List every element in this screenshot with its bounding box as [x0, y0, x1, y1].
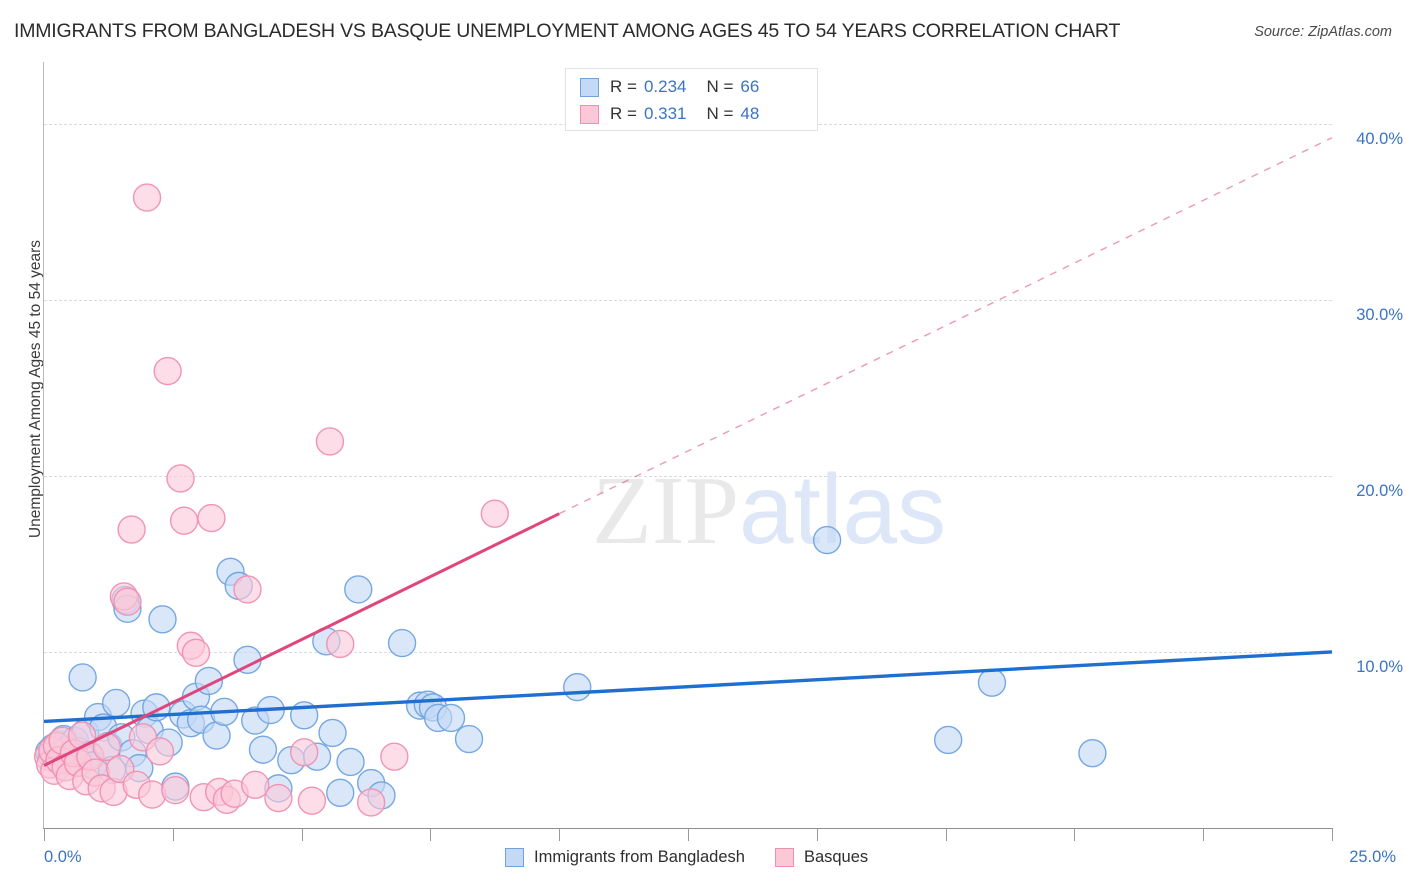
scatter-point	[148, 605, 177, 634]
series-immigrants-from-bangladesh	[34, 525, 1107, 810]
scatter-layer	[33, 137, 1333, 817]
x-tick-mark	[44, 828, 45, 841]
plot-area: ZIPatlas	[33, 62, 1333, 828]
gridline	[44, 299, 1332, 301]
scatter-point	[977, 668, 1007, 697]
scatter-point	[380, 742, 409, 771]
x-tick-mark	[1074, 828, 1076, 841]
scatter-point	[137, 780, 167, 809]
scatter-point	[318, 718, 347, 748]
x-tick-mark	[559, 828, 561, 841]
series-label-bangladesh[interactable]: Immigrants from Bangladesh	[534, 848, 745, 866]
legend-r-value-2: 0.331	[643, 104, 687, 123]
series-swatch-basques[interactable]	[774, 848, 794, 867]
scatter-point	[101, 688, 131, 718]
legend-swatch-bangladesh	[580, 77, 599, 97]
scatter-point	[387, 628, 417, 658]
correlation-legend: R = 0.234 N = 66 R = 0.331 N = 48	[565, 68, 818, 131]
legend-n-value-2: 48	[740, 104, 760, 123]
scatter-point	[181, 638, 211, 667]
legend-r-value-1: 0.234	[643, 77, 687, 96]
y-tick-label: 30.0%	[1356, 305, 1403, 324]
y-axis-line	[43, 62, 44, 828]
legend-n-label-1: N =	[706, 77, 734, 96]
scatter-point	[202, 721, 231, 750]
page-title: IMMIGRANTS FROM BANGLADESH VS BASQUE UNE…	[14, 20, 1121, 42]
x-tick-label-max: 25.0%	[1349, 848, 1396, 866]
scatter-point	[248, 735, 278, 764]
scatter-point	[264, 783, 293, 813]
scatter-point	[480, 499, 509, 528]
x-tick-mark	[1332, 828, 1333, 841]
source-attribution: Source: ZipAtlas.com	[1254, 24, 1392, 40]
legend-row-basques: R = 0.331 N = 48	[580, 101, 759, 127]
x-tick-mark	[688, 828, 689, 841]
x-tick-label-min: 0.0%	[44, 848, 82, 866]
scatter-point	[297, 786, 327, 815]
scatter-point	[344, 575, 373, 604]
scatter-point	[68, 663, 97, 692]
x-tick-mark	[816, 828, 818, 841]
scatter-point	[326, 778, 355, 807]
legend-row-bangladesh: R = 0.234 N = 66	[580, 74, 759, 100]
scatter-point	[336, 747, 365, 777]
x-tick-mark	[430, 828, 432, 841]
y-tick-label: 20.0%	[1356, 481, 1403, 500]
scatter-point	[326, 629, 355, 659]
scatter-point	[145, 737, 175, 766]
legend-r-label-2: R =	[610, 104, 637, 123]
scatter-point	[454, 724, 484, 754]
x-tick-mark	[945, 828, 947, 841]
scatter-point	[436, 703, 466, 733]
legend-swatch-basques	[580, 104, 599, 124]
scatter-point	[132, 183, 162, 212]
scatter-point	[233, 575, 262, 604]
scatter-point	[166, 464, 195, 493]
x-tick-mark	[1203, 828, 1205, 841]
scatter-point	[563, 672, 592, 702]
scatter-point	[289, 738, 319, 767]
legend-r-label-1: R =	[610, 77, 637, 96]
scatter-point	[356, 788, 386, 817]
gridline	[44, 475, 1332, 477]
y-tick-label: 10.0%	[1356, 657, 1403, 676]
trendline-basques-dashed	[558, 137, 1333, 515]
scatter-point	[161, 775, 190, 805]
gridline	[44, 651, 1332, 653]
series-basques	[33, 183, 509, 817]
trendline-basques-solid	[43, 512, 560, 767]
legend-n-label-2: N =	[706, 104, 734, 123]
scatter-point	[1078, 738, 1107, 768]
trendline-bangladesh	[43, 650, 1333, 724]
series-label-basques[interactable]: Basques	[803, 848, 869, 866]
scatter-point	[241, 770, 270, 800]
scatter-point	[197, 503, 226, 533]
y-tick-label: 40.0%	[1356, 129, 1403, 148]
series-swatch-bangladesh[interactable]	[505, 848, 524, 867]
scatter-point	[933, 725, 963, 755]
scatter-point	[315, 427, 345, 456]
scatter-point	[169, 506, 199, 535]
series-legend: Immigrants from Bangladesh Basques	[505, 848, 898, 867]
x-tick-mark	[301, 828, 303, 841]
scatter-point	[812, 525, 842, 555]
scatter-point	[117, 515, 146, 544]
legend-n-value-1: 66	[740, 77, 760, 96]
x-tick-mark	[172, 828, 174, 841]
scatter-point	[113, 587, 142, 616]
scatter-point	[153, 356, 182, 386]
